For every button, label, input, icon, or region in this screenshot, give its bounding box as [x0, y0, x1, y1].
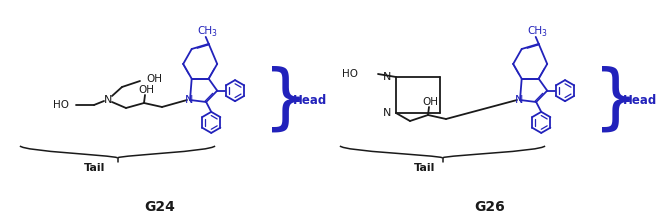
- Text: N: N: [104, 95, 112, 105]
- Text: OH: OH: [422, 97, 438, 107]
- Text: 3: 3: [212, 29, 216, 38]
- Text: Head: Head: [623, 93, 657, 106]
- Text: CH: CH: [197, 26, 212, 36]
- Text: CH: CH: [527, 26, 542, 36]
- Text: Head: Head: [293, 93, 327, 106]
- Text: }: }: [263, 65, 309, 134]
- Text: OH: OH: [138, 85, 154, 95]
- Text: N: N: [383, 72, 391, 82]
- Text: Tail: Tail: [415, 163, 436, 173]
- Text: HO: HO: [53, 100, 69, 110]
- Text: N: N: [515, 95, 523, 105]
- Text: OH: OH: [146, 74, 162, 84]
- Text: G24: G24: [144, 200, 175, 214]
- Text: Tail: Tail: [84, 163, 105, 173]
- Text: HO: HO: [342, 69, 358, 79]
- Text: N: N: [185, 95, 193, 105]
- Text: G26: G26: [474, 200, 505, 214]
- Text: 3: 3: [541, 29, 546, 38]
- Text: N: N: [383, 108, 391, 118]
- Text: }: }: [593, 65, 639, 134]
